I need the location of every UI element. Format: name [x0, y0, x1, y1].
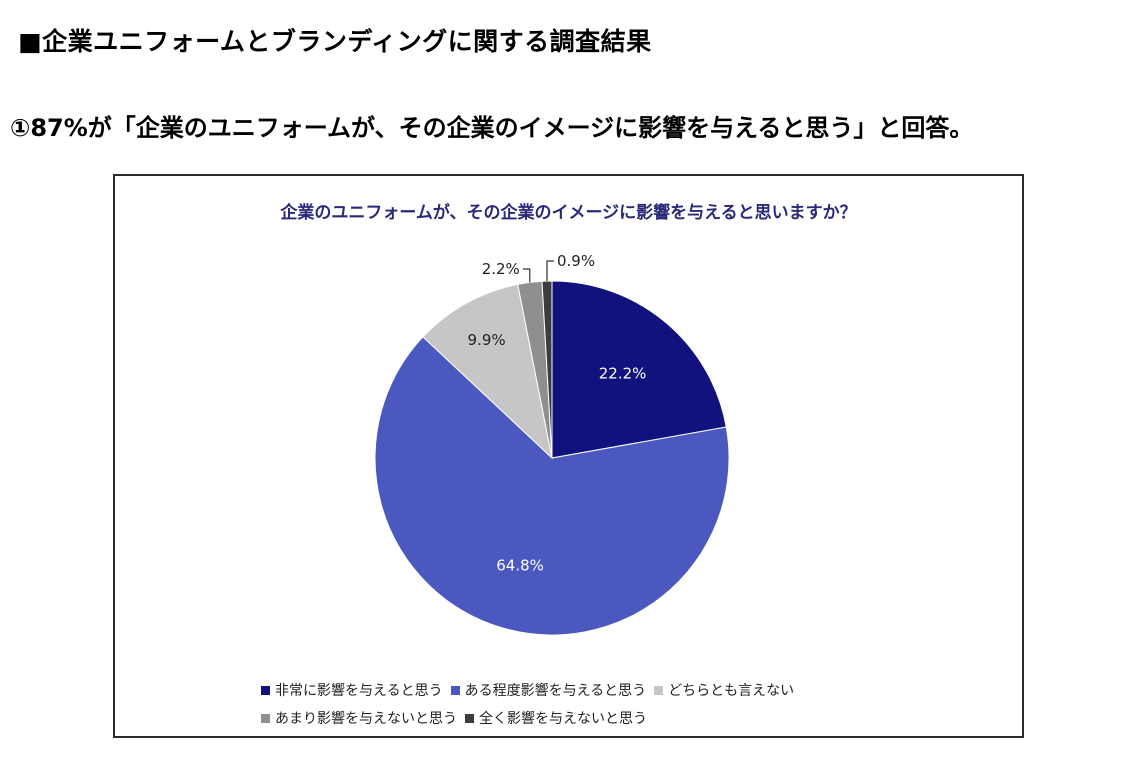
page-subtitle: ①87%が「企業のユニフォームが、その企業のイメージに影響を与えると思う」と回答…	[10, 114, 974, 142]
legend-label: 全く影響を与えないと思う	[479, 711, 647, 727]
slice-value-label: 0.9%	[557, 252, 595, 270]
legend-row: 非常に影響を与えると思う ある程度影響を与えると思う どちらとも言えない	[261, 676, 901, 704]
chart-frame: 企業のユニフォームが、その企業のイメージに影響を与えると思いますか？ 22.2%…	[113, 174, 1024, 738]
slice-value-label: 64.8%	[496, 556, 544, 574]
pie-chart: 22.2% 64.8% 9.9% 2.2% 0.9%	[374, 252, 730, 636]
pie-slice	[374, 336, 730, 636]
legend-item: 非常に影響を与えると思う	[261, 680, 443, 700]
slice-value-label: 9.9%	[468, 331, 506, 349]
legend-item: あまり影響を与えないと思う	[261, 708, 457, 728]
legend-label: どちらとも言えない	[668, 683, 795, 699]
chart-legend: 非常に影響を与えると思う ある程度影響を与えると思う どちらとも言えない あまり影響…	[261, 676, 901, 732]
legend-label: 非常に影響を与えると思う	[275, 683, 443, 699]
pie-slice	[551, 280, 727, 459]
legend-swatch	[261, 685, 270, 695]
legend-swatch	[465, 713, 474, 723]
legend-row: あまり影響を与えないと思う 全く影響を与えないと思う	[261, 704, 901, 732]
legend-item: どちらとも言えない	[654, 680, 794, 700]
legend-swatch	[261, 713, 270, 723]
legend-item: ある程度影響を与えると思う	[450, 680, 647, 700]
legend-label: あまり影響を与えないと思う	[275, 711, 457, 727]
legend-label: ある程度影響を与えると思う	[464, 683, 647, 699]
chart-title: 企業のユニフォームが、その企業のイメージに影響を与えると思いますか？	[280, 203, 857, 223]
pie-slice	[422, 283, 553, 460]
page-title: ■企業ユニフォームとブランディングに関する調査結果	[18, 27, 652, 56]
slice-value-label: 2.2%	[482, 260, 520, 278]
legend-swatch	[654, 685, 664, 695]
legend-swatch	[450, 685, 460, 695]
slice-value-label: 22.2%	[599, 365, 647, 383]
legend-item: 全く影響を与えないと思う	[465, 708, 647, 728]
leader-line	[522, 268, 531, 283]
leader-line	[546, 260, 554, 282]
